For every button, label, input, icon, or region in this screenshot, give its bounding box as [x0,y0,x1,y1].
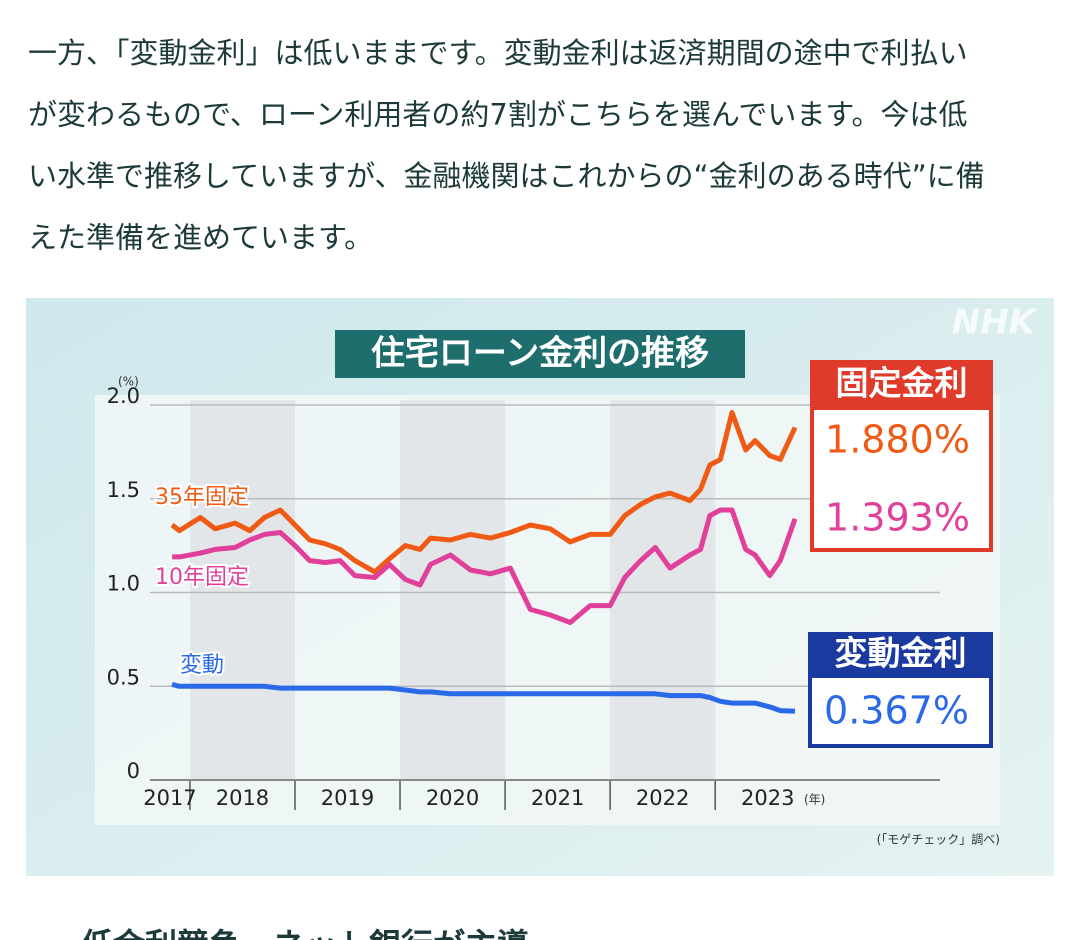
callout-value: 1.880% [825,418,970,462]
series-line [171,681,796,714]
x-tick-label: 2022 [636,786,689,810]
year-band [400,400,506,780]
callout-body [808,674,993,748]
title-box [335,330,745,378]
source: (「モゲチェック」調べ) [877,833,1000,847]
year-band [610,400,716,780]
next-heading: 低金利競争 ネット銀行が主導 [81,926,529,940]
callout-value: 0.367% [824,689,969,733]
y-tick-label: 1.5 [107,478,140,502]
series-label: 10年固定 [155,565,249,590]
callout-header [808,632,993,676]
y-tick-label: 0.5 [107,665,140,689]
series-label: 変動 [180,653,224,678]
callout-body [810,406,993,552]
callout-value: 1.393% [825,496,970,540]
x-tick-label: 2019 [321,786,374,810]
series-line [170,410,798,575]
x-unit: (年) [804,793,825,807]
y-tick-label: 0 [127,759,140,783]
callout-header [810,360,993,408]
series-label: 35年固定 [155,485,249,510]
y-tick-label: 2.0 [107,384,140,408]
paragraph-line: い水準で推移していますが、金融機関はこれからの“金利のある時代”に備 [28,159,985,193]
chart-title: 住宅ローン金利の推移 [371,334,709,374]
series-line [172,507,798,625]
callout-heading: 変動金利 [835,634,967,673]
x-tick-label: 2021 [531,786,584,810]
callout-heading: 固定金利 [836,364,968,403]
x-tick-label: 2020 [426,786,479,810]
logo: NHK [952,303,1038,343]
x-tick-label: 2018 [216,786,269,810]
paragraph-line: 一方、「変動金利」は低いままです。変動金利は返済期間の途中で利払い [28,36,968,70]
paragraph-line: が変わるもので、ローン利用者の約7割がこちらを選んでいます。今は低 [28,98,968,132]
x-tick-label: 2023 [741,786,794,810]
year-bands [189,400,716,810]
y-unit: (%) [118,375,139,389]
y-tick-label: 1.0 [107,572,140,596]
paragraph-line: えた準備を進めています。 [28,221,373,255]
x-tick-label: 2017 [143,786,196,810]
year-band [189,400,295,780]
